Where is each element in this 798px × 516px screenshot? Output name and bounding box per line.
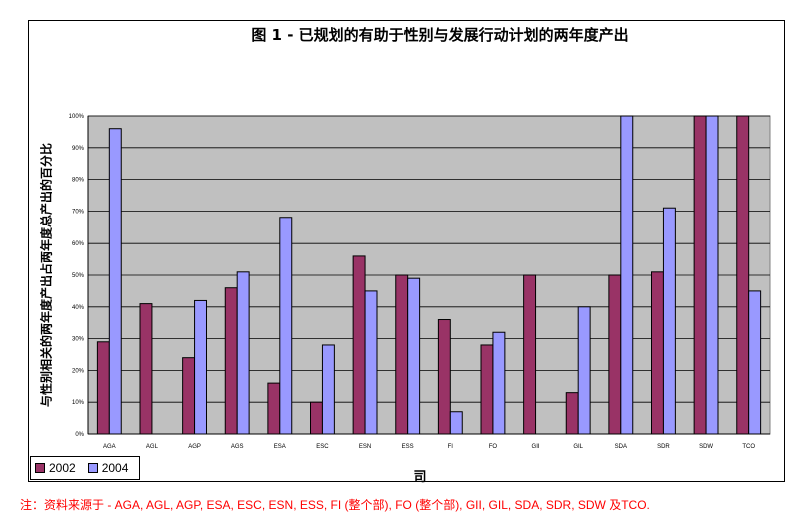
bar-2002-fi [437,319,451,435]
bar-2004-esc [321,344,335,435]
x-tick-label: AGA [103,444,116,450]
bar-2002-tco [736,115,750,435]
bar-2004-ess [407,277,421,435]
y-tick-label: 90% [72,146,85,152]
bar-2004-sdw [705,115,719,435]
bar-2004-sdr [662,207,676,435]
bar-2002-esa [267,382,281,435]
y-tick-label: 70% [72,209,85,215]
bar-2002-esc [310,401,323,435]
x-tick-label: SDA [615,444,627,450]
bar-2004-fi [449,411,463,435]
bar-2002-esn [352,255,366,435]
x-tick-label: ESA [274,444,286,450]
source-note: 注：资料来源于 - AGA, AGL, AGP, ESA, ESC, ESN, … [20,498,650,512]
y-tick-label: 30% [72,337,85,343]
legend-swatch-2004 [87,463,98,473]
x-tick-label: AGS [231,444,244,450]
x-tick-label: AGP [188,444,201,450]
legend-swatch-2002 [35,463,45,473]
x-tick-label: GII [532,444,540,450]
y-axis-label: 与性别相关的两年度产出占两年度总产出的百分比 [39,142,54,408]
bar-2004-tco [748,290,762,435]
x-tick-label: SDW [699,444,713,450]
x-tick-label: ESS [402,444,414,450]
bar-2004-ags [236,271,250,435]
legend: 2002 2004 [30,456,140,480]
chart-title: 图 1 - 已规划的有助于性别与发展行动计划的两年度产出 [251,26,629,44]
x-tick-label: TCO [742,444,755,450]
bar-2004-gil [577,306,591,435]
bar-2002-gil [565,392,579,435]
x-tick-label: FO [489,444,498,450]
bar-2002-sdw [693,115,707,435]
y-tick-label: 50% [72,273,85,279]
bar-2002-agl [139,303,153,435]
y-tick-label: 20% [72,368,85,374]
x-tick-label: ESN [359,444,371,450]
bar-2002-fo [480,344,494,435]
bar-2004-esn [364,290,378,435]
bar-2004-sda [620,115,634,435]
y-tick-label: 60% [72,241,85,247]
bar-2002-sda [608,274,622,435]
legend-item-2002: 2002 [35,461,76,475]
x-axis-label: 司 [413,470,427,485]
bar-2002-gii [523,274,537,435]
x-tick-label: ESC [316,444,329,450]
bar-2002-sdr [651,271,664,435]
y-tick-label: 80% [72,178,85,184]
bar-2004-fo [492,331,506,435]
bar-2002-agp [182,357,196,435]
y-tick-label: 0% [75,432,84,438]
y-tick-label: 40% [72,305,85,311]
bar-2002-ags [224,287,238,435]
bar-2004-agp [194,299,207,435]
x-tick-label: SDR [657,444,670,450]
bar-2002-aga [96,341,110,435]
bar-2002-ess [395,274,409,435]
legend-label-2002: 2002 [49,461,76,475]
legend-item-2004: 2004 [87,461,129,475]
x-tick-label: FI [448,444,454,450]
x-tick-label: GIL [573,444,583,450]
legend-label-2004: 2004 [101,461,129,475]
bar-2004-aga [108,128,122,435]
y-tick-label: 100% [69,114,85,120]
y-tick-label: 10% [72,400,85,406]
x-tick-label: AGL [146,444,159,450]
bar-2004-esa [279,217,293,435]
